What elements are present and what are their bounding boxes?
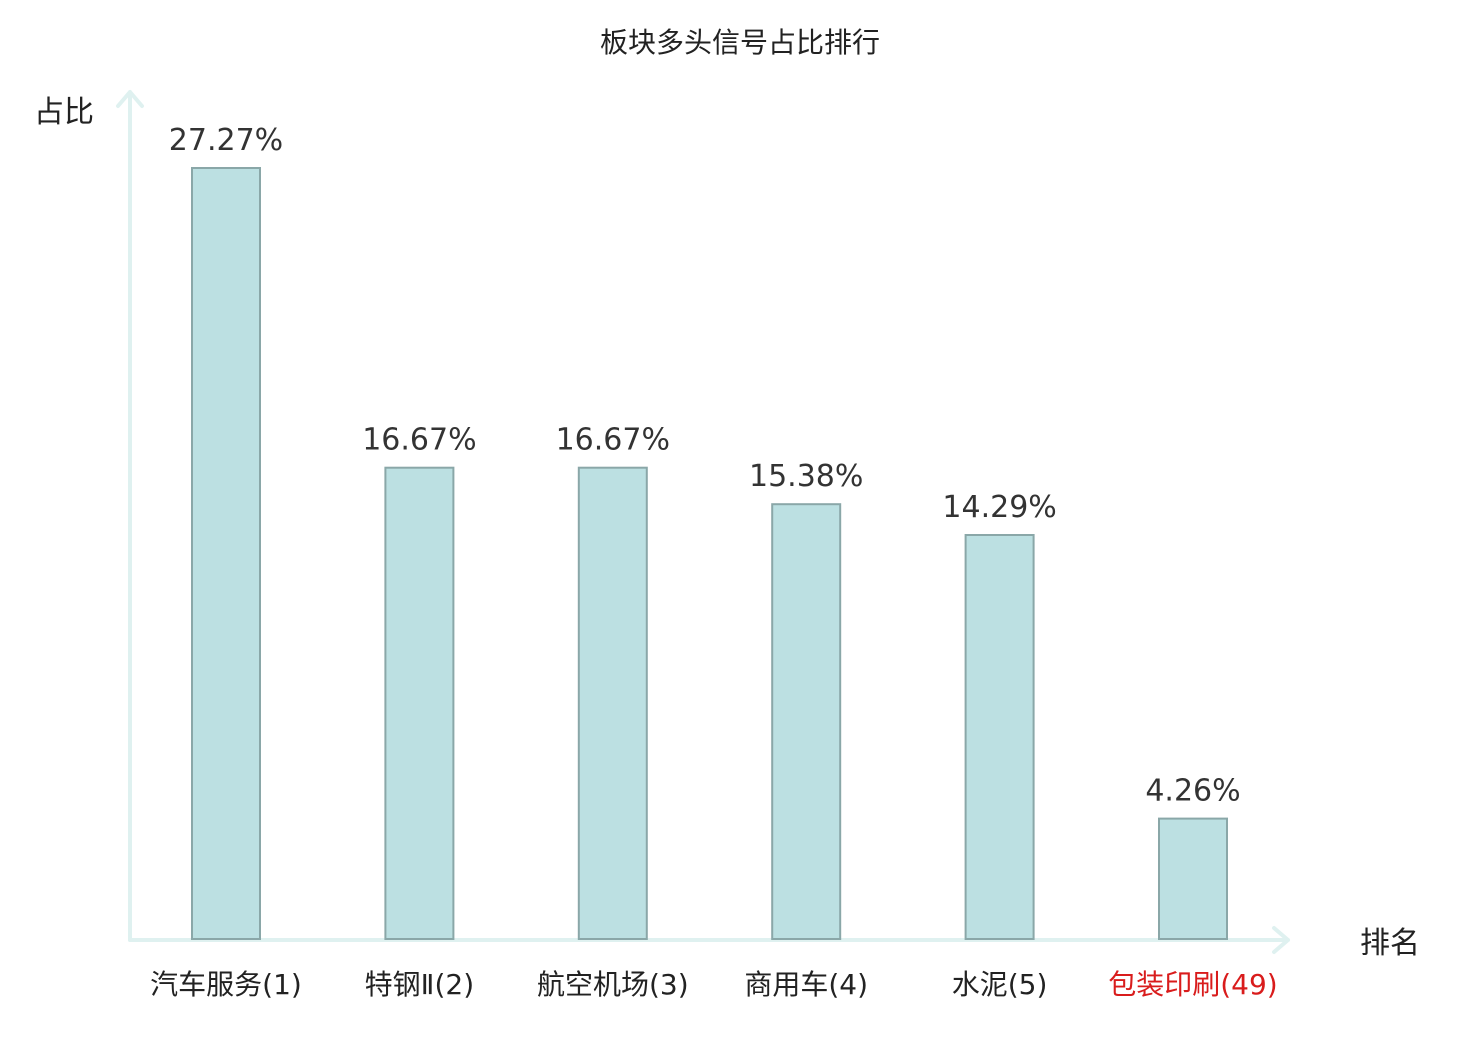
y-axis-label: 占比: [34, 95, 94, 130]
x-tick-label: 特钢Ⅱ(2): [365, 968, 474, 1001]
x-axis-label: 排名: [1360, 926, 1420, 961]
x-tick-label: 航空机场(3): [537, 968, 689, 1001]
bar-value-label: 14.29%: [942, 490, 1056, 525]
x-axis-line: [128, 926, 1290, 954]
bar-value-label: 4.26%: [1145, 774, 1240, 809]
bar: [1158, 817, 1228, 940]
bar-value-label: 27.27%: [169, 123, 283, 158]
bar: [384, 466, 455, 940]
x-tick-label: 商用车(4): [744, 968, 868, 1001]
x-tick-label: 包装印刷(49): [1108, 968, 1277, 1001]
bar: [771, 503, 842, 940]
x-tick-labels: 汽车服务(1) 特钢Ⅱ(2) 航空机场(3) 商用车(4) 水泥(5) 包装印刷(49): [150, 968, 1278, 1001]
bar-value-label: 15.38%: [749, 459, 863, 494]
y-axis-line: [116, 90, 144, 942]
bar: [191, 167, 261, 940]
bar-value-labels: 27.27% 16.67% 16.67% 15.38% 14.29% 4.26%: [169, 123, 1241, 809]
x-tick-label: 水泥(5): [952, 968, 1048, 1001]
chart-title: 板块多头信号占比排行: [600, 26, 880, 59]
chart-axes: [116, 90, 1290, 954]
bar-value-label: 16.67%: [362, 423, 476, 458]
x-tick-label: 汽车服务(1): [150, 968, 302, 1001]
bar: [964, 534, 1035, 940]
bar: [577, 466, 648, 940]
bar-series: [191, 167, 1228, 940]
bar-value-label: 16.67%: [556, 423, 670, 458]
